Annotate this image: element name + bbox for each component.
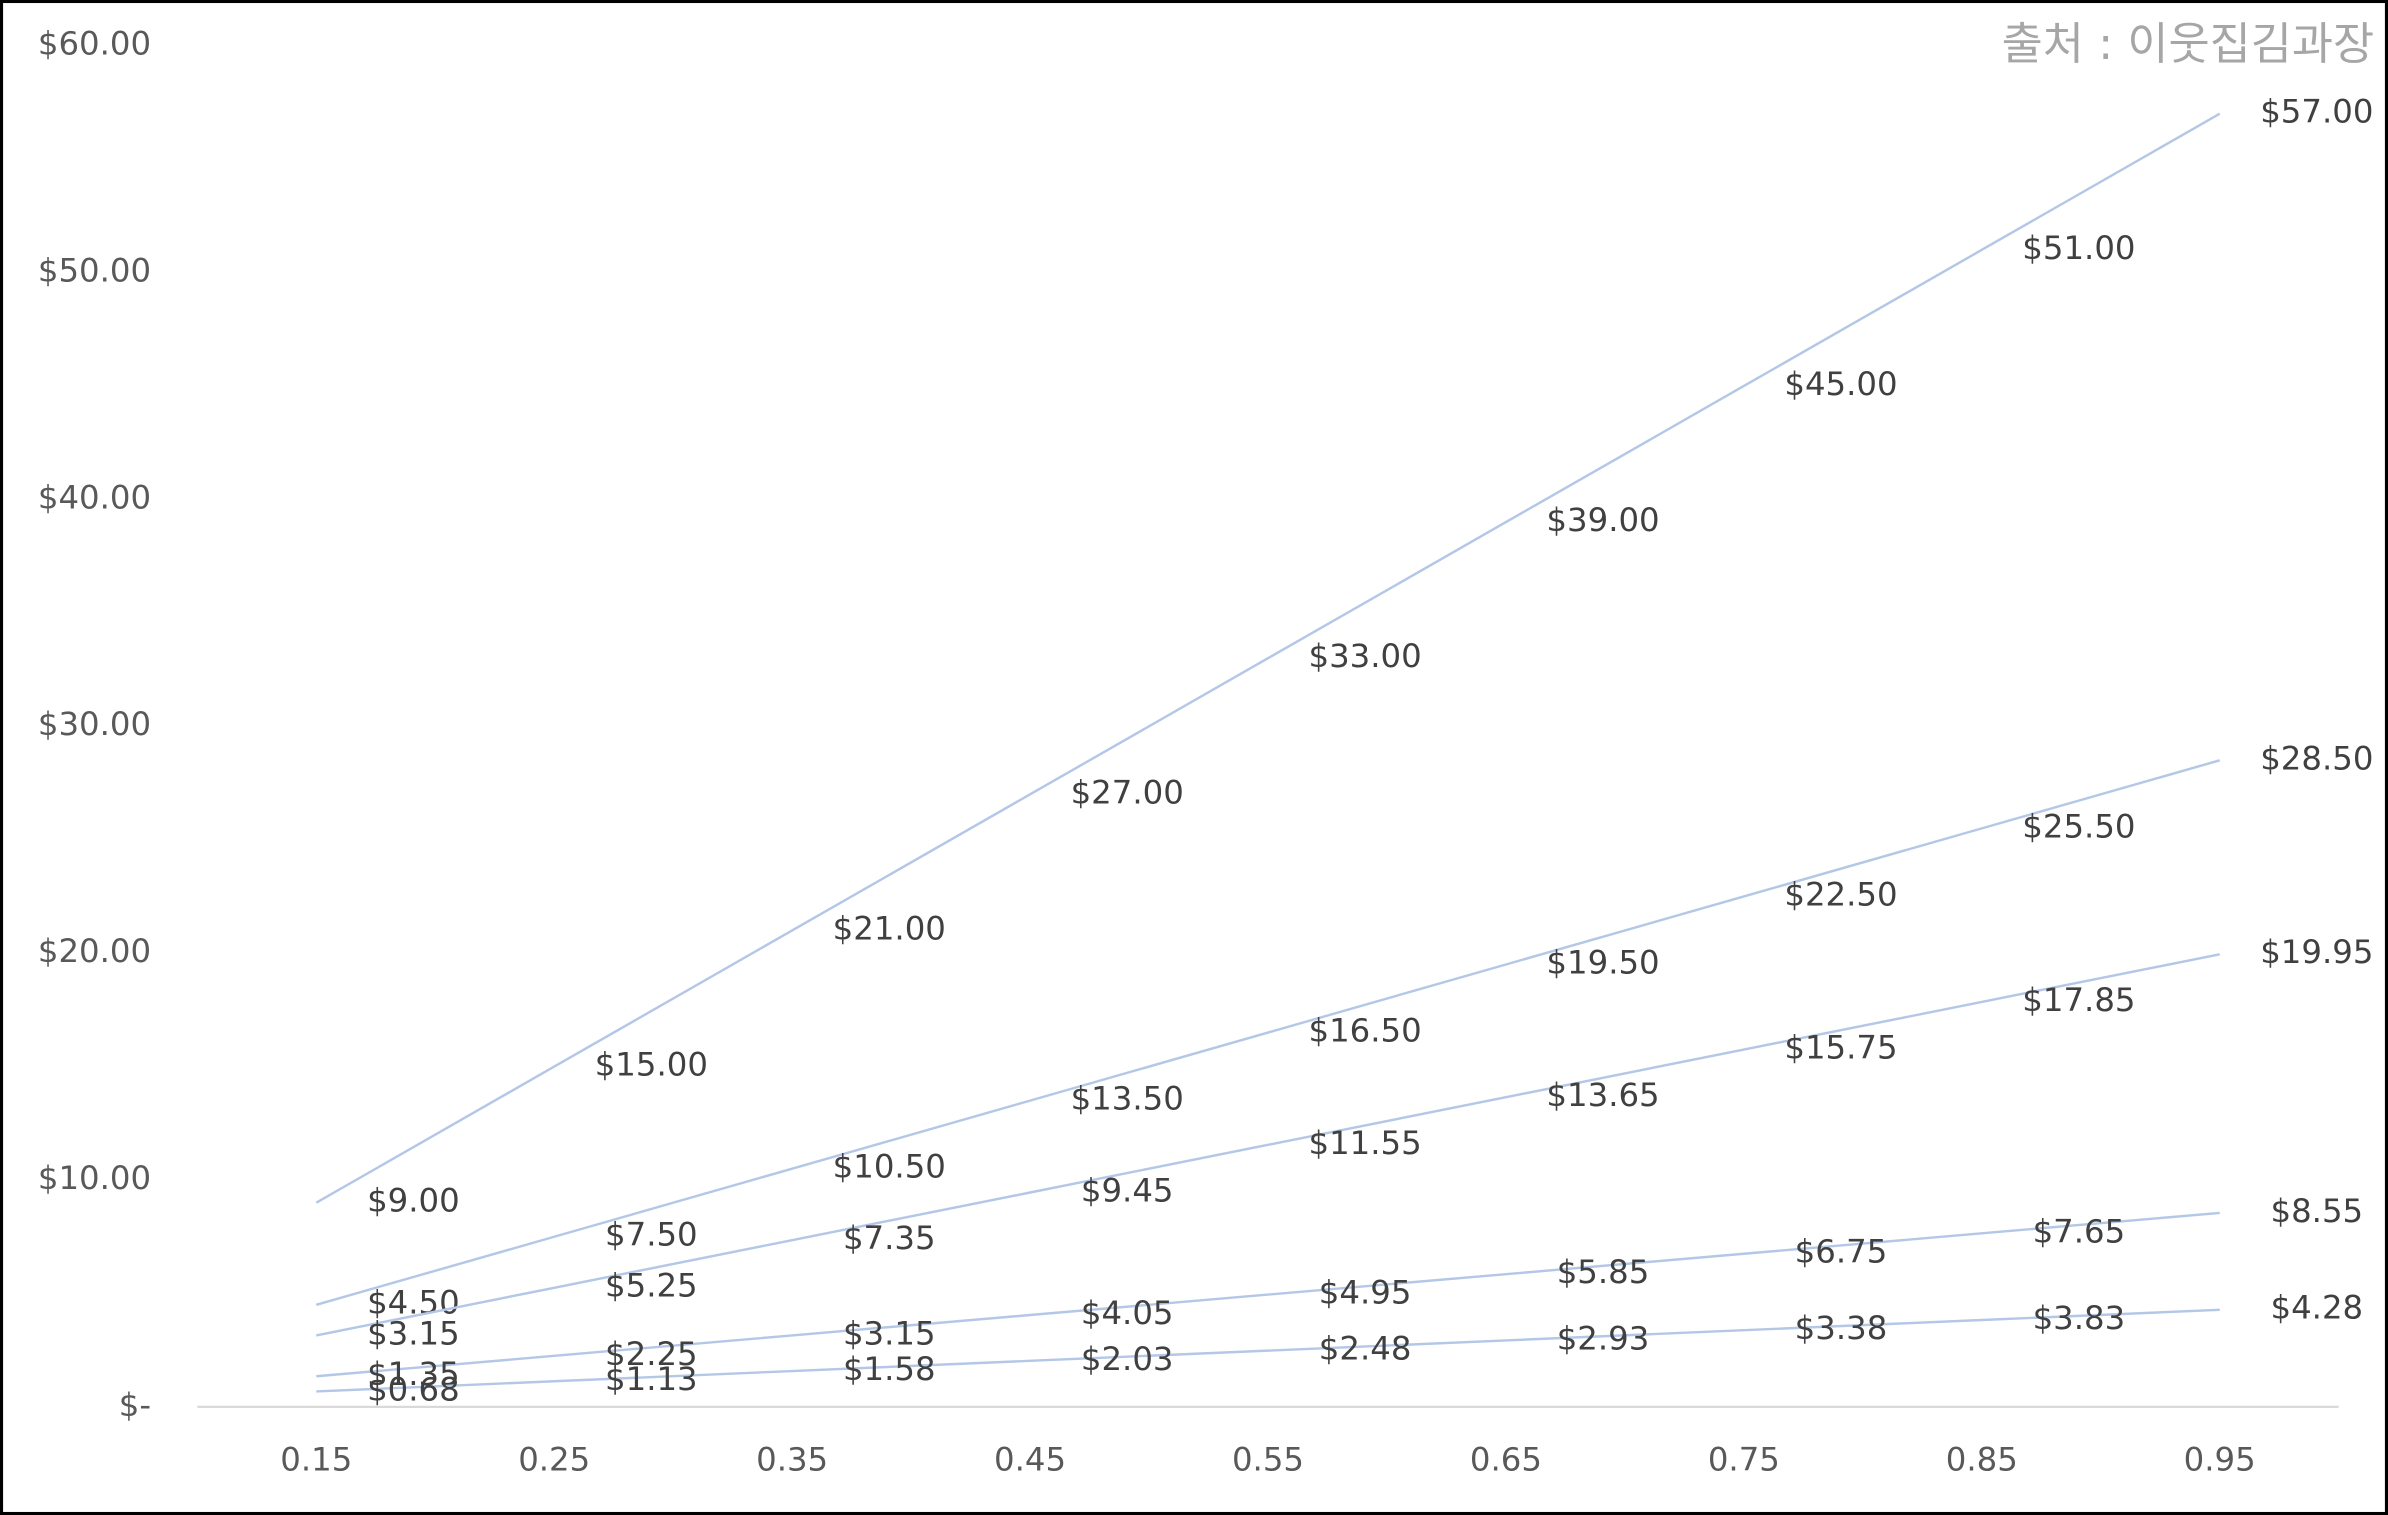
data-label: $3.83 — [2033, 1299, 2126, 1337]
y-tick-label: $40.00 — [38, 479, 151, 517]
data-label: $22.50 — [1784, 876, 1897, 914]
data-label: $5.25 — [605, 1267, 698, 1305]
data-label: $13.50 — [1071, 1080, 1184, 1118]
data-label: $19.95 — [2260, 933, 2373, 971]
data-label: $7.65 — [2033, 1212, 2126, 1250]
data-label: $13.65 — [1546, 1076, 1659, 1114]
y-tick-label: $20.00 — [38, 932, 151, 970]
data-label: $45.00 — [1784, 365, 1897, 403]
data-label: $39.00 — [1546, 501, 1659, 539]
data-label: $0.68 — [367, 1371, 460, 1409]
x-tick-label: 0.15 — [280, 1441, 352, 1479]
series-line — [316, 1211, 2220, 1378]
data-label: $9.00 — [367, 1182, 460, 1220]
x-tick-label: 0.45 — [994, 1441, 1066, 1479]
x-tick-label: 0.35 — [756, 1441, 828, 1479]
series-line — [315, 759, 2221, 1306]
data-label: $3.38 — [1795, 1309, 1888, 1347]
data-label: $4.05 — [1081, 1294, 1174, 1332]
x-tick-label: 0.65 — [1470, 1441, 1542, 1479]
data-label: $51.00 — [2022, 229, 2135, 267]
x-tick-label: 0.75 — [1708, 1441, 1780, 1479]
data-label: $28.50 — [2260, 739, 2373, 777]
y-tick-label: $60.00 — [38, 25, 151, 63]
data-label: $10.50 — [833, 1148, 946, 1186]
series-line — [315, 112, 2221, 1204]
data-label: $27.00 — [1071, 773, 1184, 811]
data-label: $3.15 — [843, 1315, 936, 1353]
data-label: $33.00 — [1309, 637, 1422, 675]
series-line — [316, 1308, 2220, 1393]
data-label: $6.75 — [1795, 1233, 1888, 1271]
y-tick-label: $50.00 — [38, 252, 151, 290]
data-label: $7.35 — [843, 1219, 936, 1257]
data-label: $7.50 — [605, 1216, 698, 1254]
data-label: $5.85 — [1557, 1253, 1650, 1291]
data-label: $4.95 — [1319, 1274, 1412, 1312]
data-label: $57.00 — [2260, 93, 2373, 131]
source-annotation: 출처 : 이웃집김과장 — [2002, 19, 2374, 70]
y-tick-label: $30.00 — [38, 705, 151, 743]
x-tick-label: 0.95 — [2184, 1441, 2256, 1479]
y-tick-label: $- — [119, 1386, 151, 1424]
data-label: $16.50 — [1309, 1012, 1422, 1050]
data-label: $11.55 — [1309, 1124, 1422, 1162]
data-label: $3.15 — [367, 1315, 460, 1353]
data-label: $8.55 — [2271, 1192, 2364, 1230]
data-label: $19.50 — [1546, 944, 1659, 982]
data-label: $4.28 — [2271, 1289, 2364, 1327]
data-label: $2.93 — [1557, 1320, 1650, 1358]
x-tick-label: 0.25 — [518, 1441, 590, 1479]
data-label: $1.13 — [605, 1360, 698, 1398]
series-line — [316, 953, 2220, 1337]
data-label: $9.45 — [1081, 1172, 1174, 1210]
y-tick-label: $10.00 — [38, 1159, 151, 1197]
data-label: $2.03 — [1081, 1340, 1174, 1378]
data-label: $17.85 — [2022, 981, 2135, 1019]
x-tick-label: 0.85 — [1946, 1441, 2018, 1479]
x-tick-label: 0.55 — [1232, 1441, 1304, 1479]
data-label: $2.25 — [605, 1335, 698, 1373]
data-label: $15.75 — [1784, 1029, 1897, 1067]
data-label: $15.00 — [595, 1046, 708, 1084]
data-label: $21.00 — [833, 910, 946, 948]
data-label: $2.48 — [1319, 1330, 1412, 1368]
data-label: $1.58 — [843, 1350, 936, 1388]
data-label: $25.50 — [2022, 808, 2135, 846]
